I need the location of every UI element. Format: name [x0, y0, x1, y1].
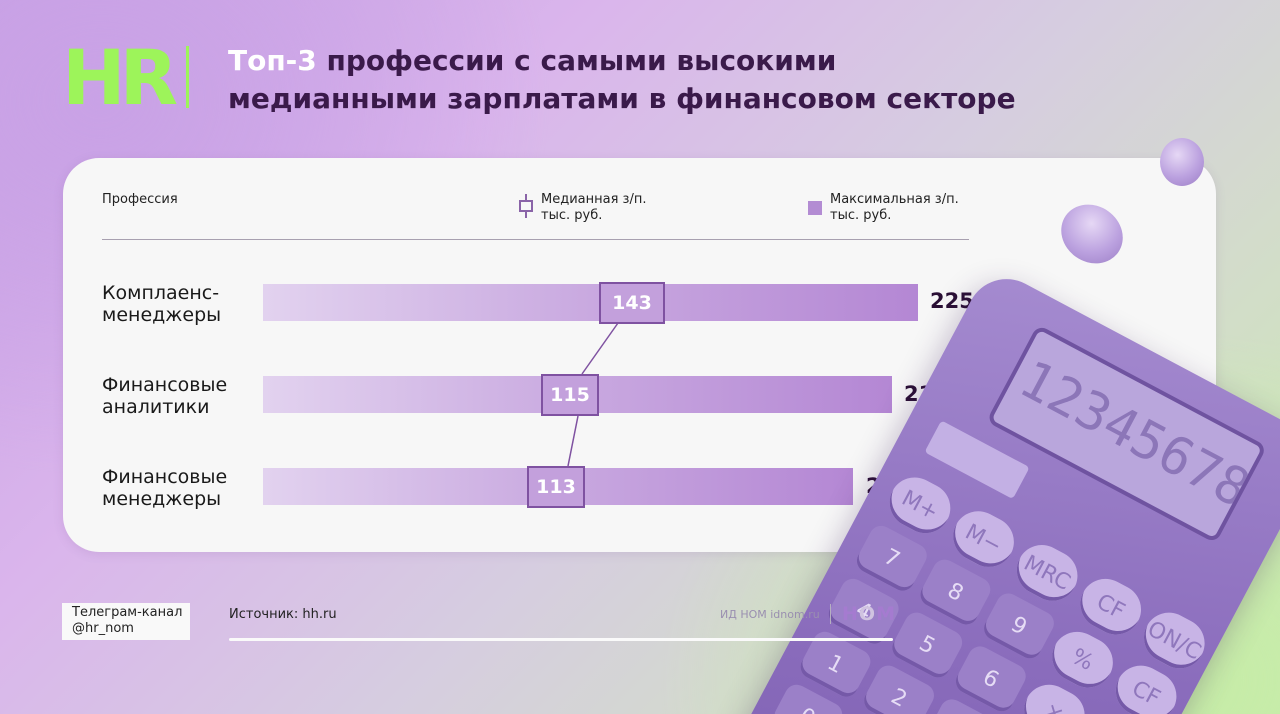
row-label-line: Финансовые	[102, 466, 228, 488]
row-label-line: менеджеры	[102, 488, 222, 510]
legend-median: Медианная з/п. тыс. руб.	[519, 192, 646, 224]
coin-icon	[1160, 138, 1204, 186]
title-line1: профессии с самыми высокими	[316, 44, 837, 77]
page-title: Топ-3 профессии с самыми высокими медиан…	[228, 42, 1016, 118]
max-bar-swatch-icon	[808, 201, 822, 215]
logo-divider	[186, 46, 189, 108]
nom-logo-o: O	[858, 603, 877, 625]
legend-max: Максимальная з/п. тыс. руб.	[808, 192, 959, 224]
max-bar	[263, 284, 918, 321]
row-label-line: менеджеры	[102, 304, 222, 326]
median-marker: 143	[599, 282, 665, 324]
source-label: Источник: hh.ru	[229, 607, 337, 622]
row-label: Финансовые аналитики	[102, 374, 227, 418]
row-label: Комплаенс- менеджеры	[102, 282, 221, 326]
median-marker: 115	[541, 374, 599, 416]
legend-max-unit: тыс. руб.	[830, 208, 892, 223]
median-marker: 113	[527, 466, 585, 508]
calculator-display: 123456789	[986, 324, 1268, 544]
publisher-divider	[830, 604, 831, 624]
row-label: Финансовые менеджеры	[102, 466, 227, 510]
nom-logo-m: M	[876, 603, 896, 625]
column-header-profession: Профессия	[102, 192, 178, 207]
hr-logo: HR	[62, 33, 178, 122]
legend-median-label: Медианная з/п.	[541, 192, 647, 207]
telegram-channel-label[interactable]: Телеграм-канал @hr_nom	[62, 603, 191, 640]
median-marker-icon	[519, 192, 533, 220]
telegram-label: Телеграм-канал	[72, 605, 183, 620]
row-label-line: Комплаенс-	[102, 282, 220, 304]
nom-logo-h: H	[842, 603, 859, 625]
title-accent: Топ-3	[228, 44, 317, 77]
nom-logo: HOM	[842, 603, 896, 625]
row-label-line: Финансовые	[102, 374, 228, 396]
legend-median-unit: тыс. руб.	[541, 208, 603, 223]
title-line2: медианными зарплатами в финансовом секто…	[228, 82, 1016, 115]
telegram-handle[interactable]: @hr_nom	[72, 621, 134, 636]
publisher-label[interactable]: ИД НОМ idnom.ru	[720, 608, 820, 621]
footer-divider	[229, 638, 893, 641]
header-divider	[102, 239, 969, 240]
row-label-line: аналитики	[102, 396, 210, 418]
legend-max-label: Максимальная з/п.	[830, 192, 959, 207]
